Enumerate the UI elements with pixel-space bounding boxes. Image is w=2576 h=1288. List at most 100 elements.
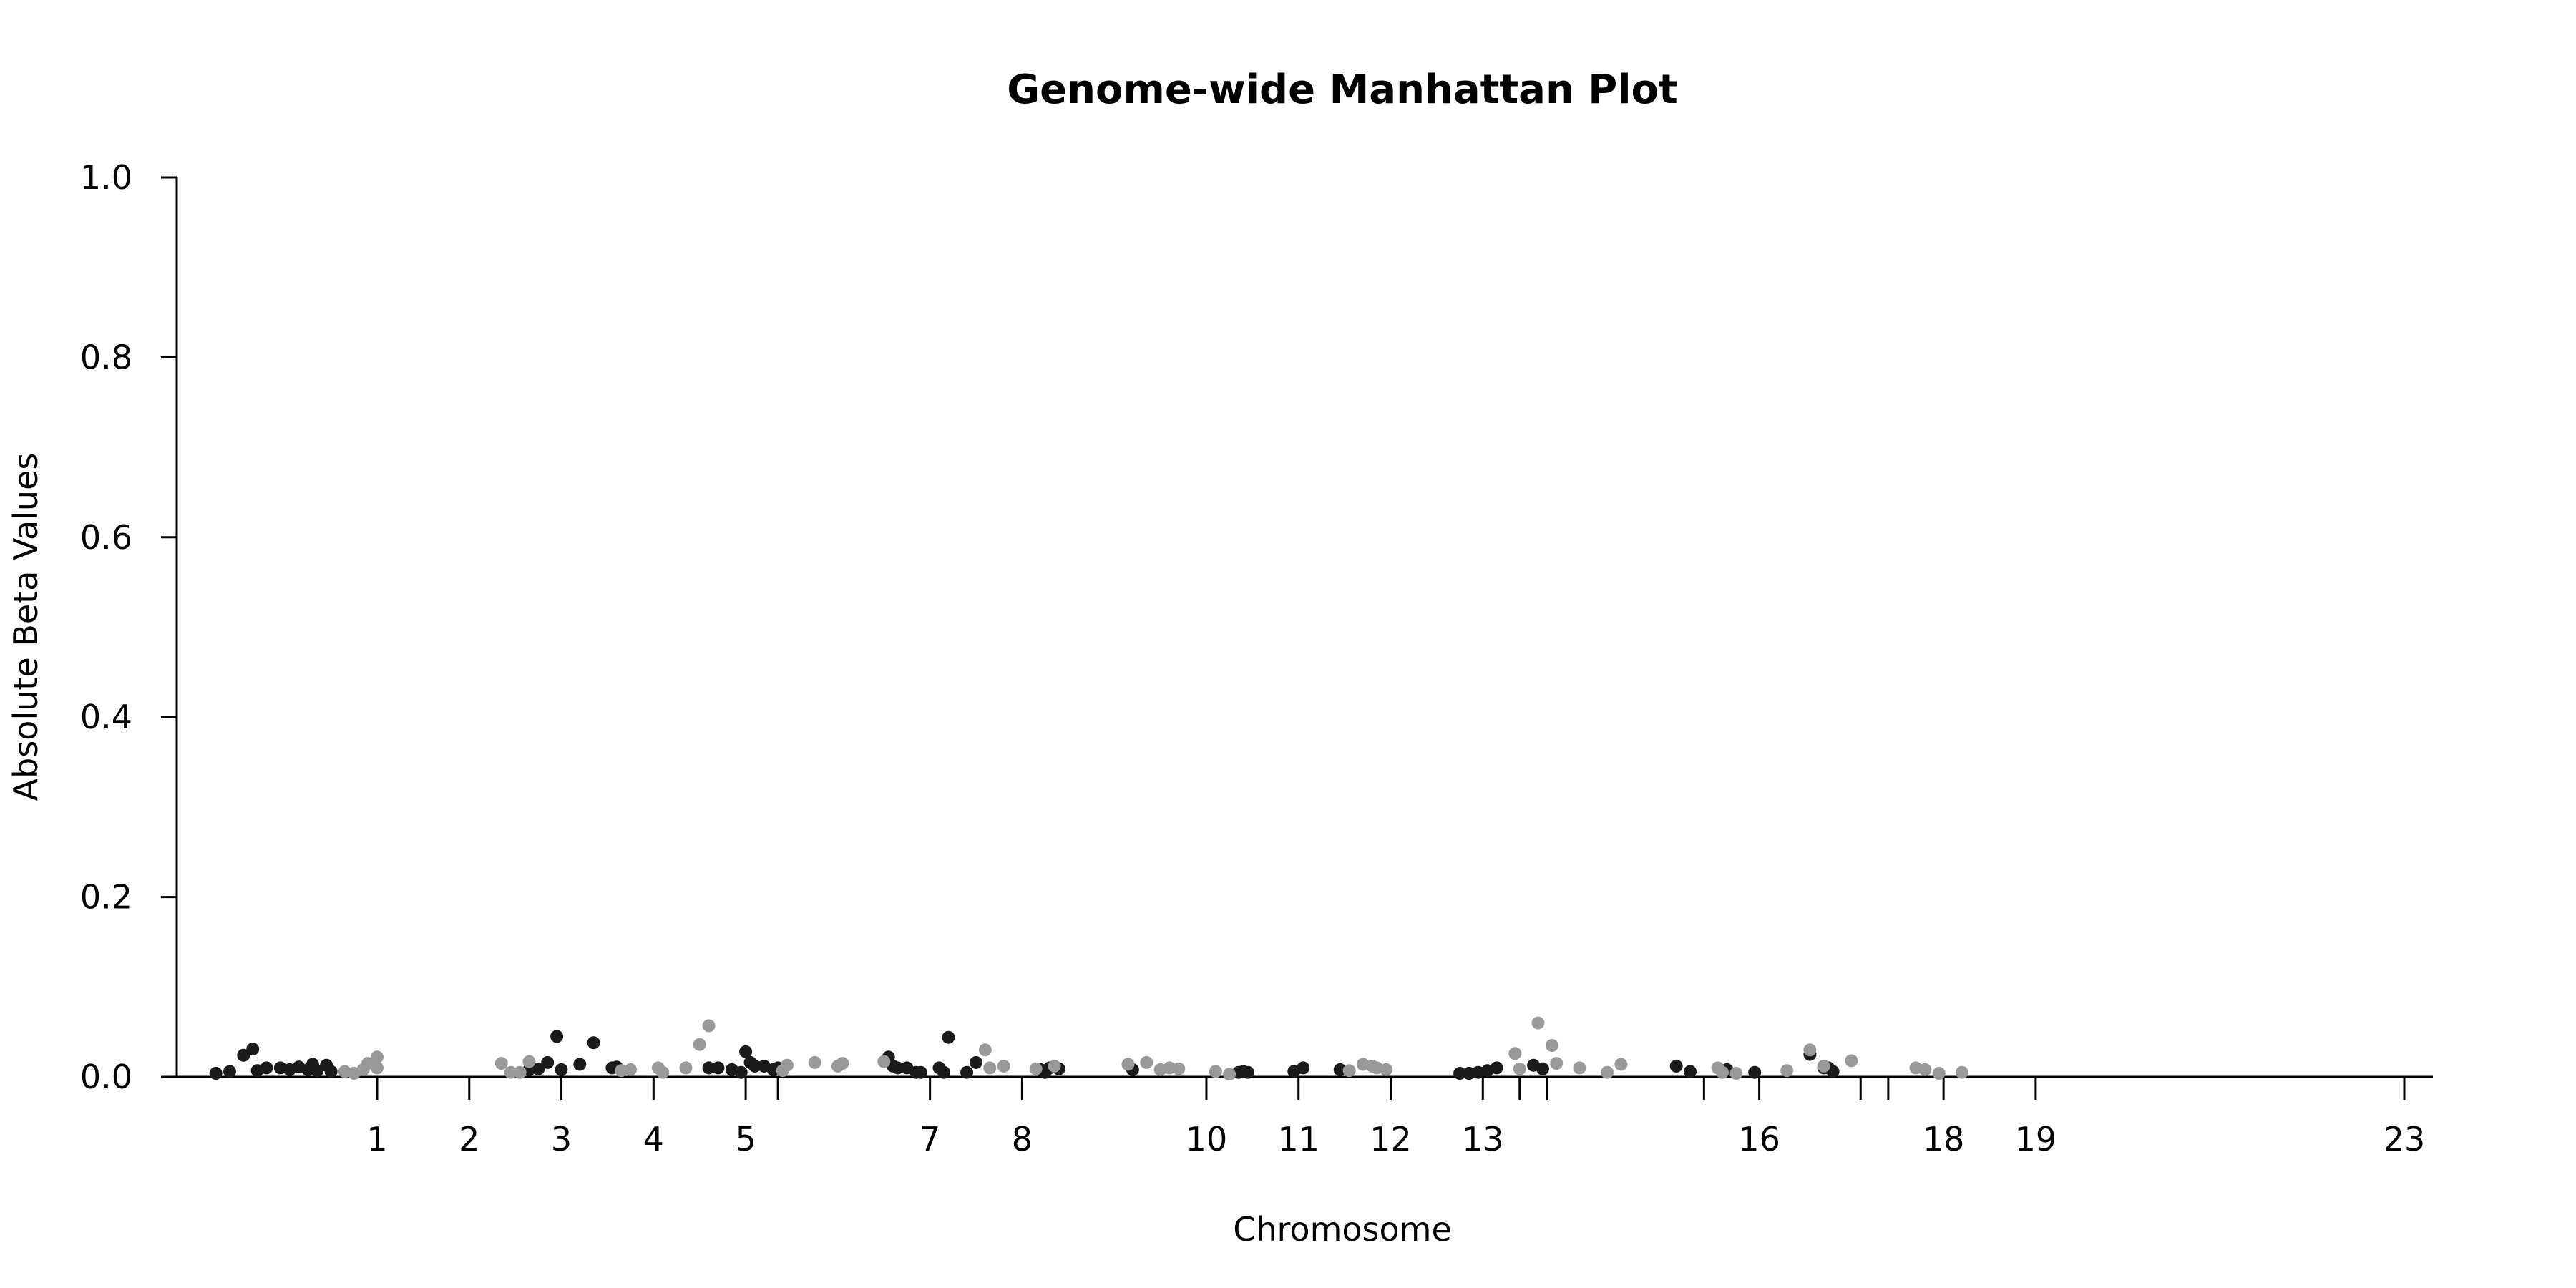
data-point [937,1065,950,1079]
data-point [781,1058,794,1072]
data-point [983,1061,997,1075]
data-point [504,1065,517,1079]
data-point [997,1059,1010,1073]
data-point [541,1055,555,1069]
data-point [942,1030,955,1044]
x-tick-label: 3 [551,1120,572,1158]
data-point [1513,1062,1526,1075]
x-tick-label: 2 [459,1120,479,1158]
x-axis-label: Chromosome [1233,1210,1452,1249]
data-point [1380,1063,1393,1076]
data-point [1780,1064,1794,1078]
data-point [624,1063,638,1076]
data-point [702,1061,716,1075]
x-tick-label: 23 [2384,1120,2426,1158]
data-point [1684,1065,1697,1078]
data-point [978,1043,992,1057]
data-point [1803,1043,1817,1057]
data-point [1140,1055,1153,1069]
x-tick-label: 18 [1923,1120,1965,1158]
chart-title: Genome-wide Manhattan Plot [1007,67,1678,113]
data-point [1716,1065,1729,1079]
data-point [1209,1065,1222,1078]
data-point [877,1055,891,1068]
data-point [209,1067,223,1080]
data-point [693,1038,706,1051]
x-tick-label: 12 [1370,1120,1412,1158]
x-tick-label: 19 [2015,1120,2057,1158]
data-point [555,1063,568,1076]
data-point [891,1061,904,1075]
data-point [914,1065,927,1079]
data-point [1172,1062,1186,1075]
data-point [656,1065,670,1079]
x-tick-label: 1 [366,1120,387,1158]
data-point [371,1050,384,1064]
y-tick-label: 0.4 [80,698,132,736]
data-point [1614,1058,1628,1071]
data-point [1545,1039,1558,1052]
y-axis-label: Absolute Beta Values [6,453,45,801]
data-point [1121,1058,1135,1071]
y-tick-label: 1.0 [80,158,132,197]
data-point [1536,1062,1549,1075]
data-point [1342,1064,1356,1078]
x-tick-label: 8 [1012,1120,1033,1158]
x-tick-label: 5 [735,1120,756,1158]
data-point [1490,1061,1503,1075]
data-point [1601,1065,1614,1079]
data-point [1550,1057,1563,1070]
x-tick-label: 16 [1738,1120,1780,1158]
data-point [748,1059,761,1073]
data-point [237,1048,250,1062]
data-point [1029,1062,1043,1075]
data-point [1748,1065,1762,1079]
y-axis: 0.0 0.2 0.4 0.6 0.8 1.0 [80,158,178,1096]
x-tick-label: 10 [1186,1120,1228,1158]
data-point [808,1055,821,1069]
data-point [522,1055,536,1068]
y-tick-label: 0.8 [80,338,132,376]
data-point [324,1065,338,1078]
data-point [1241,1065,1254,1079]
data-point [1297,1061,1310,1075]
data-points [209,1016,1968,1081]
y-tick-label: 0.6 [80,518,132,557]
data-point [739,1045,753,1058]
data-point [532,1062,545,1075]
data-point [960,1065,974,1079]
x-tick-label: 4 [643,1120,664,1158]
x-tick-label: 11 [1277,1120,1319,1158]
x-tick-label: 7 [919,1120,940,1158]
data-point [371,1061,384,1075]
data-point [1817,1059,1830,1073]
data-point [1932,1067,1946,1080]
data-point [711,1061,725,1075]
y-tick-label: 0.2 [80,878,132,917]
data-point [1453,1067,1467,1080]
data-point [1048,1059,1061,1073]
data-point [573,1058,587,1071]
data-point [550,1030,564,1043]
data-point [970,1055,982,1069]
data-point [587,1036,600,1050]
data-point [1531,1016,1545,1030]
data-point [494,1057,508,1070]
data-point [836,1057,849,1070]
data-point [1729,1067,1743,1080]
data-point [246,1043,260,1055]
x-tick-label: 13 [1462,1120,1504,1158]
data-point [702,1019,716,1033]
data-point [1845,1054,1858,1068]
data-point [1955,1065,1968,1079]
data-point [513,1065,527,1079]
data-point [1508,1047,1522,1060]
data-point [1573,1061,1586,1075]
data-point [1223,1068,1236,1081]
data-point [1918,1063,1932,1076]
y-tick-label: 0.0 [80,1058,132,1096]
x-axis: 1 2 3 4 5 7 8 10 11 12 13 16 18 19 23 [177,1075,2433,1158]
data-point [679,1061,693,1075]
data-point [734,1065,748,1079]
